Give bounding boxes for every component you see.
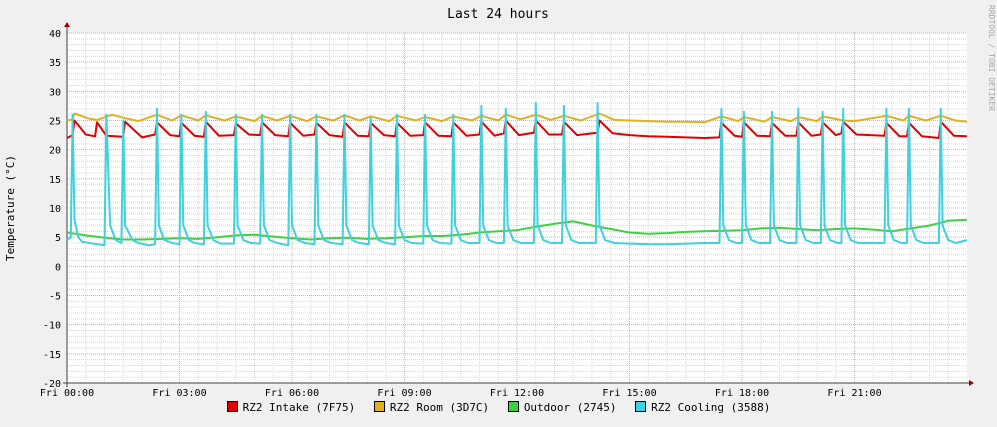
legend: RZ2 Intake (7F75) RZ2 Room (3D7C) Outdoo… xyxy=(0,401,997,414)
y-tick-label: 25 xyxy=(49,117,61,128)
legend-swatch-outdoor xyxy=(507,401,519,412)
y-tick-label: -20 xyxy=(43,379,61,390)
y-tick-label: 0 xyxy=(55,262,61,273)
y-axis-arrow xyxy=(64,22,70,27)
y-tick-label: 30 xyxy=(49,87,61,98)
y-tick-label: 40 xyxy=(49,29,61,40)
y-tick-label: 5 xyxy=(55,233,61,244)
legend-label-cooling: RZ2 Cooling (3588) xyxy=(651,401,771,414)
series-line-3 xyxy=(66,102,968,247)
y-tick-label: 20 xyxy=(49,146,61,157)
y-tick-label: 10 xyxy=(49,204,61,215)
legend-label-intake: RZ2 Intake (7F75) xyxy=(242,401,356,414)
x-tick-label: Fri 18:00 xyxy=(715,388,769,399)
x-tick-label: Fri 12:00 xyxy=(490,388,544,399)
y-axis-label: Temperature (°C) xyxy=(4,155,17,261)
x-tick-label: Fri 09:00 xyxy=(377,388,431,399)
legend-label-outdoor: Outdoor (2745) xyxy=(523,401,617,414)
legend-item: Outdoor (2745) xyxy=(507,401,617,414)
watermark: RRDTOOL / TOBI OETIKER xyxy=(987,5,996,111)
chart-title: Last 24 hours xyxy=(447,7,549,22)
legend-swatch-cooling xyxy=(635,401,647,412)
legend-item: RZ2 Room (3D7C) xyxy=(373,401,490,414)
y-tick-label: -5 xyxy=(49,292,61,303)
y-tick-label: 35 xyxy=(49,58,61,69)
y-tick-label: 15 xyxy=(49,175,61,186)
y-tick-label: -10 xyxy=(43,321,61,332)
legend-swatch-room xyxy=(373,401,385,412)
y-tick-label: -15 xyxy=(43,350,61,361)
series-line-2 xyxy=(66,218,968,241)
legend-item: RZ2 Cooling (3588) xyxy=(635,401,770,414)
x-tick-label: Fri 00:00 xyxy=(40,388,94,399)
legend-label-room: RZ2 Room (3D7C) xyxy=(389,401,490,414)
x-axis-arrow xyxy=(969,380,974,386)
x-tick-label: Fri 15:00 xyxy=(602,388,656,399)
x-tick-label: Fri 21:00 xyxy=(827,388,881,399)
x-tick-label: Fri 03:00 xyxy=(152,388,206,399)
x-tick-label: Fri 06:00 xyxy=(265,388,319,399)
legend-item: RZ2 Intake (7F75) xyxy=(226,401,356,414)
legend-swatch-intake xyxy=(226,401,238,412)
